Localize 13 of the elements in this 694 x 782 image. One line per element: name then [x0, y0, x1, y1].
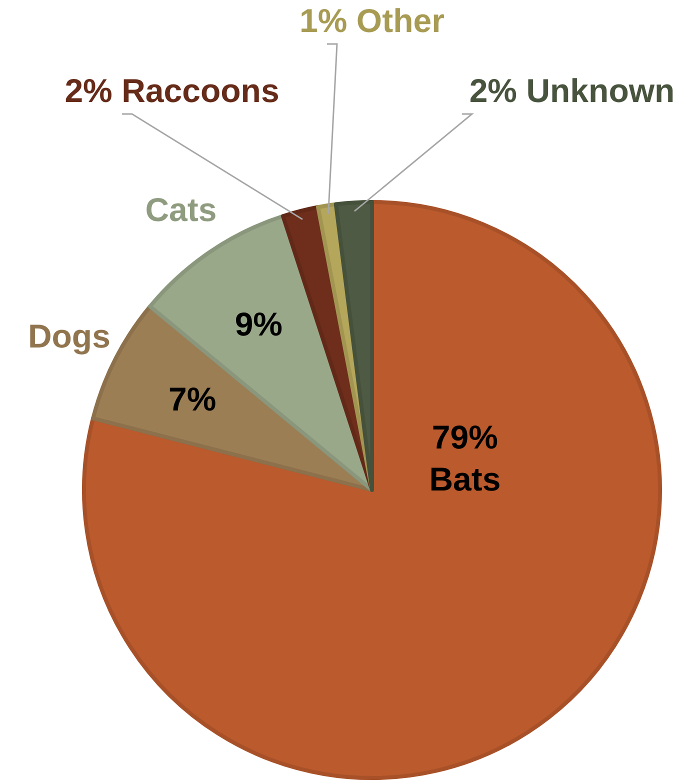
- data-label: 79%: [432, 418, 498, 456]
- data-label: 2%: [64, 72, 112, 109]
- slice-label: Unknown: [526, 72, 675, 109]
- data-label: 9%: [234, 305, 283, 342]
- slice-label: Other: [356, 2, 444, 39]
- slice-label: Bats: [429, 460, 501, 498]
- slice-label: Raccoons: [122, 72, 280, 109]
- data-label: 1%: [300, 2, 348, 39]
- data-label: 2%: [469, 72, 518, 109]
- data-label: 7%: [168, 380, 216, 418]
- slice-label: Dogs: [28, 318, 110, 355]
- slice-label: Cats: [145, 190, 217, 228]
- pie-slice: [334, 200, 374, 492]
